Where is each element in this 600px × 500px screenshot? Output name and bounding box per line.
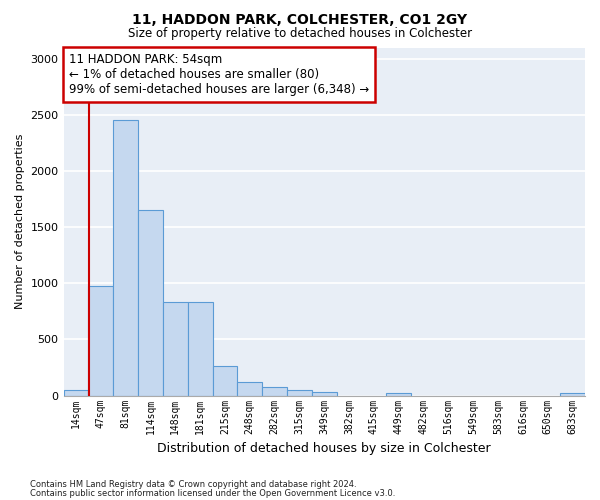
Bar bbox=[312, 392, 337, 396]
Bar bbox=[287, 390, 312, 396]
Bar bbox=[386, 394, 411, 396]
Bar bbox=[238, 382, 262, 396]
X-axis label: Distribution of detached houses by size in Colchester: Distribution of detached houses by size … bbox=[157, 442, 491, 455]
Bar bbox=[113, 120, 138, 396]
Bar bbox=[188, 302, 212, 396]
Bar bbox=[138, 210, 163, 396]
Bar bbox=[88, 286, 113, 396]
Text: Contains HM Land Registry data © Crown copyright and database right 2024.: Contains HM Land Registry data © Crown c… bbox=[30, 480, 356, 489]
Text: Size of property relative to detached houses in Colchester: Size of property relative to detached ho… bbox=[128, 28, 472, 40]
Bar bbox=[560, 394, 585, 396]
Bar bbox=[64, 390, 88, 396]
Text: 11 HADDON PARK: 54sqm
← 1% of detached houses are smaller (80)
99% of semi-detac: 11 HADDON PARK: 54sqm ← 1% of detached h… bbox=[69, 52, 369, 96]
Text: 11, HADDON PARK, COLCHESTER, CO1 2GY: 11, HADDON PARK, COLCHESTER, CO1 2GY bbox=[133, 12, 467, 26]
Bar bbox=[212, 366, 238, 396]
Text: Contains public sector information licensed under the Open Government Licence v3: Contains public sector information licen… bbox=[30, 490, 395, 498]
Bar bbox=[163, 302, 188, 396]
Bar bbox=[262, 386, 287, 396]
Y-axis label: Number of detached properties: Number of detached properties bbox=[15, 134, 25, 310]
